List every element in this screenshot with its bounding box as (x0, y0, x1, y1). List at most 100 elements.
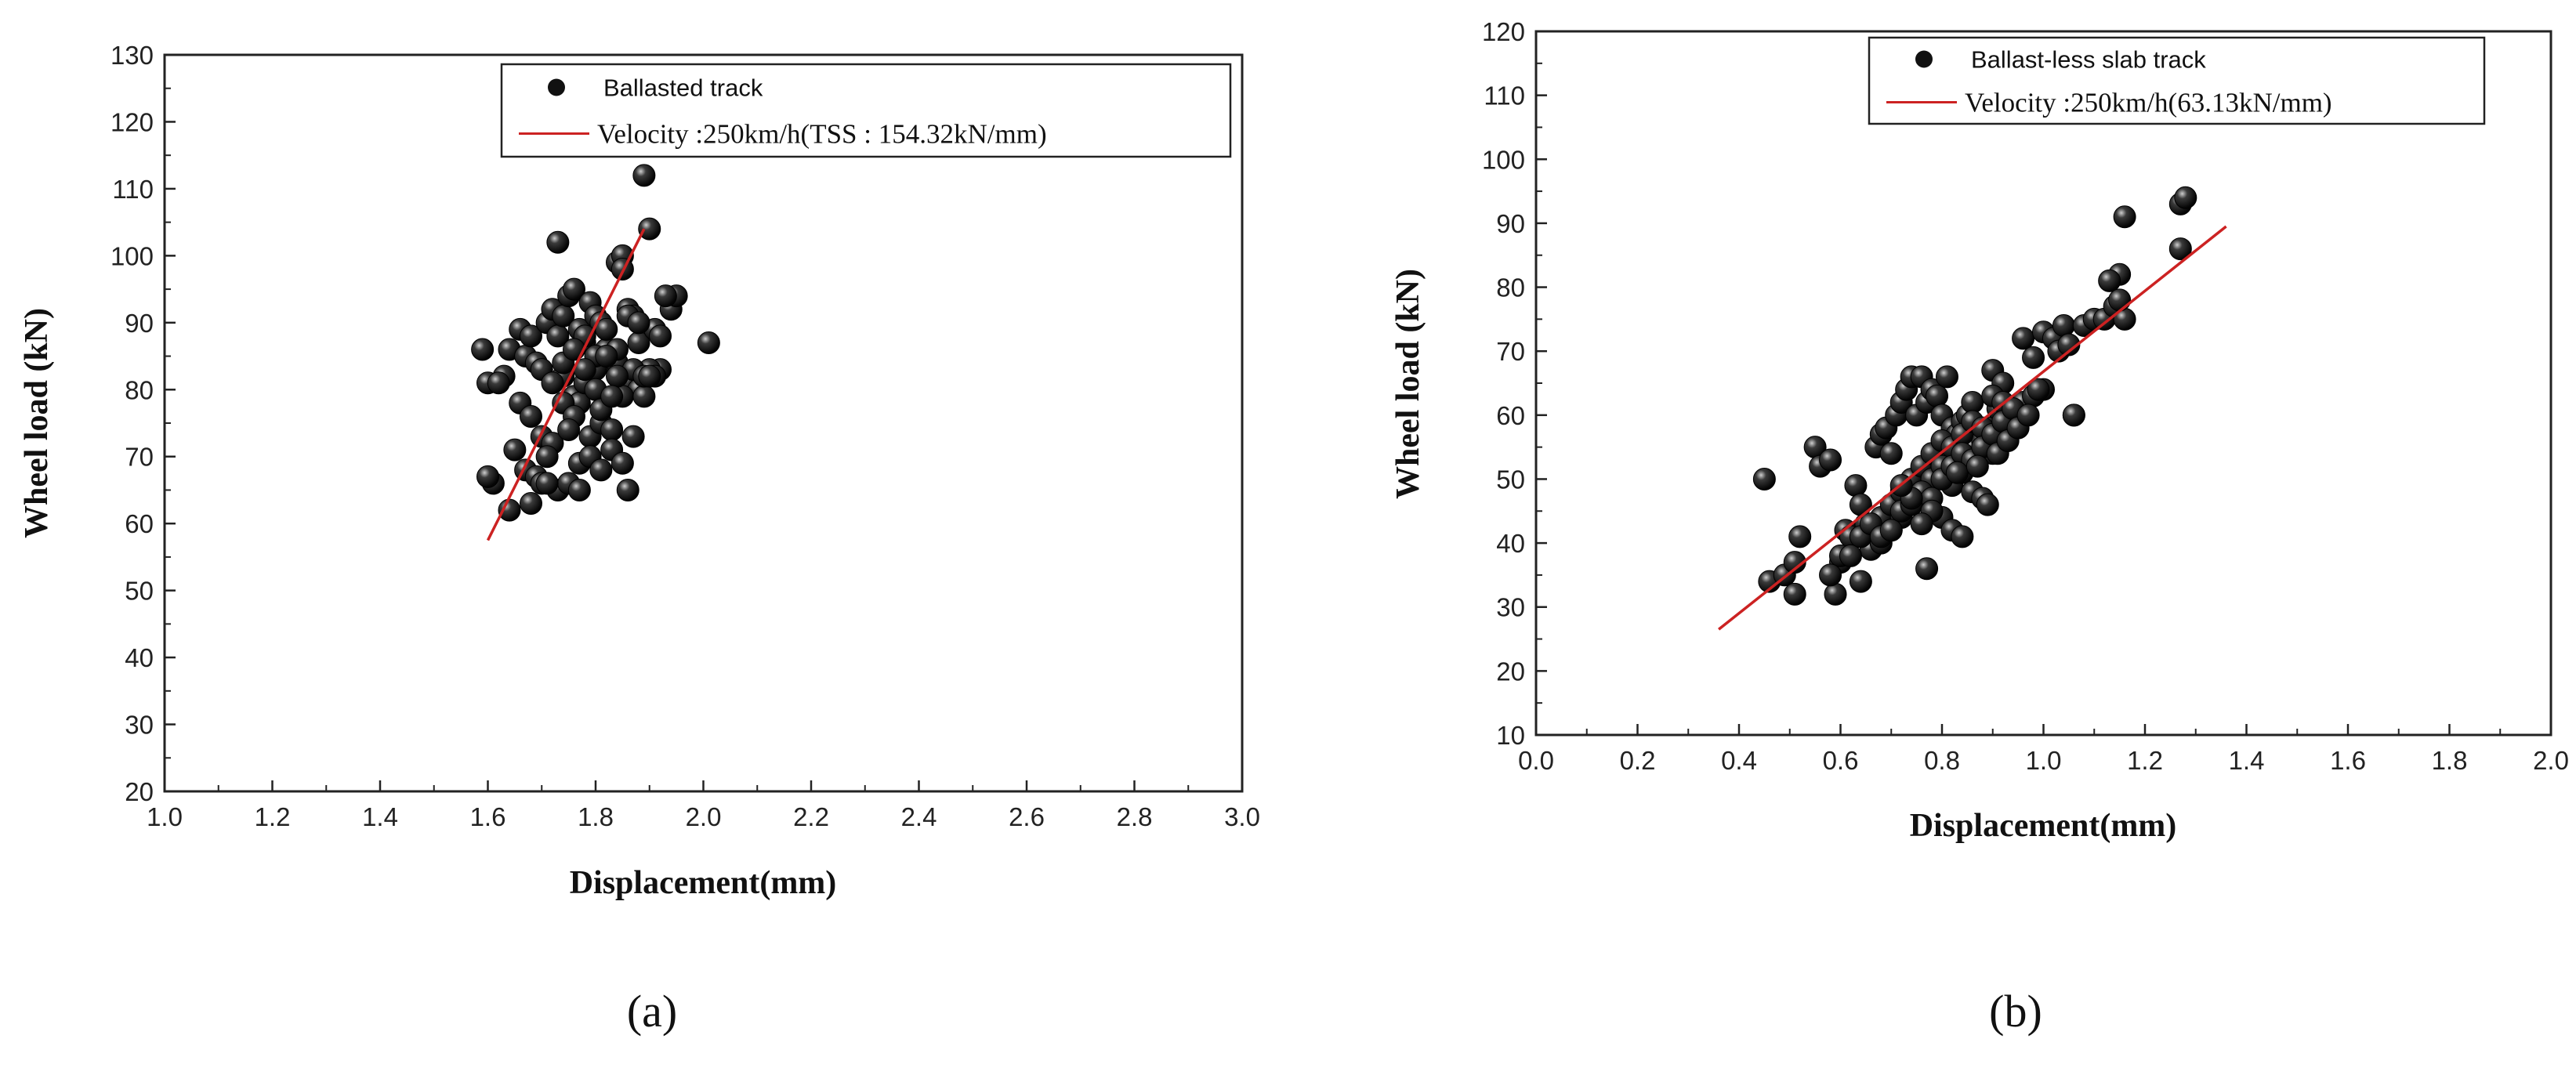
data-point (589, 458, 613, 482)
x-tick-label: 1.6 (470, 802, 506, 831)
data-point (503, 438, 527, 461)
y-axis-ticks: 20 30 40 50 60 70 80 90 100 110 120 130 (111, 41, 176, 806)
data-point (2052, 314, 2075, 338)
panel-caption: (b) (1989, 986, 2042, 1037)
y-tick-label: 40 (1496, 529, 1525, 558)
y-tick-label: 110 (112, 175, 154, 204)
y-axis-label: Wheel load (kN) (19, 308, 55, 538)
data-point (595, 317, 618, 341)
data-point (1819, 448, 1842, 472)
data-point (2016, 404, 2040, 427)
data-point (1945, 461, 1969, 484)
data-point (520, 492, 542, 516)
data-point (563, 338, 585, 361)
plot-frame (163, 53, 1244, 793)
x-tick-label: 2.8 (1117, 802, 1153, 831)
data-marks (471, 164, 720, 541)
data-point (1849, 570, 1872, 593)
data-point (557, 418, 581, 442)
data-point (600, 385, 624, 408)
data-point (567, 478, 591, 501)
chart-panel-b: 0.0 0.2 0.4 0.6 0.8 1.0 1.2 1.4 1.6 1.8 2.0 10 20 30… (1390, 17, 2569, 1037)
x-tick-label: 0.4 (1721, 746, 1757, 775)
data-point (1910, 512, 1933, 536)
panel-caption: (a) (627, 986, 677, 1037)
data-point (1783, 551, 1806, 574)
x-axis-label: Displacement(mm) (1910, 808, 2177, 844)
legend-label-line: Velocity :250km/h(63.13kN/mm) (1965, 88, 2332, 118)
data-point (1783, 582, 1806, 606)
legend-label-line: Velocity :250km/h(TSS : 154.32kN/mm) (597, 119, 1047, 150)
data-point (1976, 493, 1999, 516)
data-point (638, 364, 661, 388)
data-point (649, 324, 672, 348)
data-point (1824, 582, 1847, 606)
legend: Ballasted track Velocity :250km/h(TSS : … (500, 63, 1232, 158)
data-point (520, 324, 542, 348)
x-tick-label: 1.4 (2229, 746, 2265, 775)
x-tick-label: 2.2 (793, 802, 829, 831)
data-point (1966, 454, 1989, 478)
data-point (535, 472, 559, 495)
legend-box (1868, 36, 2486, 125)
y-axis-label: Wheel load (kN) (1390, 269, 1426, 499)
data-point (471, 338, 495, 361)
data-point (616, 478, 639, 501)
data-point (1819, 563, 1842, 587)
data-marks (1718, 186, 2227, 631)
y-tick-label: 80 (1496, 273, 1525, 302)
data-point (621, 425, 645, 448)
data-point (1752, 467, 1776, 490)
x-tick-label: 1.6 (2330, 746, 2366, 775)
data-point (632, 385, 656, 408)
data-point (1844, 474, 1868, 498)
y-tick-label: 80 (125, 375, 154, 404)
data-point (1935, 365, 1958, 389)
x-tick-label: 1.8 (2432, 746, 2468, 775)
x-tick-label: 0.8 (1924, 746, 1960, 775)
data-point (563, 277, 585, 301)
data-point (606, 364, 629, 388)
x-tick-label: 2.6 (1009, 802, 1045, 831)
y-tick-label: 120 (1482, 17, 1525, 46)
data-point (1839, 544, 1862, 567)
data-point (546, 230, 570, 254)
x-tick-label: 0.0 (1518, 746, 1554, 775)
legend-label-points: Ballast-less slab track (1971, 46, 2206, 74)
y-tick-label: 30 (125, 711, 154, 740)
x-tick-label: 0.6 (1823, 746, 1859, 775)
data-point (520, 404, 542, 428)
y-tick-label: 100 (111, 241, 154, 270)
data-point (2057, 333, 2081, 357)
y-tick-label: 100 (1482, 145, 1525, 174)
data-point (1849, 493, 1872, 516)
y-tick-label: 20 (1496, 657, 1525, 686)
data-point (2174, 186, 2197, 209)
y-tick-label: 70 (125, 443, 154, 472)
data-point (610, 451, 634, 475)
data-point (487, 371, 510, 395)
y-tick-label: 50 (1496, 465, 1525, 494)
x-axis-label: Displacement(mm) (570, 865, 837, 901)
data-point (2113, 205, 2136, 229)
legend-marker-points (548, 78, 565, 96)
y-tick-label: 70 (1496, 337, 1525, 366)
data-point (697, 331, 720, 354)
data-point (1879, 519, 1903, 542)
data-point (627, 311, 650, 335)
data-point (535, 445, 559, 469)
x-tick-label: 0.2 (1620, 746, 1656, 775)
x-tick-label: 1.0 (2026, 746, 2062, 775)
data-point (476, 465, 499, 488)
chart-panel-a: 1.0 1.2 1.4 1.6 1.8 2.0 2.2 2.4 2.6 2.8 3.0 20 30 40… (19, 41, 1260, 1037)
data-point (1879, 442, 1903, 465)
y-tick-label: 110 (1484, 81, 1525, 110)
y-tick-label: 90 (1496, 209, 1525, 238)
data-point (2168, 237, 2192, 261)
data-point (541, 371, 564, 395)
legend-box (500, 63, 1232, 158)
data-point (638, 217, 661, 241)
x-axis-ticks: 1.0 1.2 1.4 1.6 1.8 2.0 2.2 2.4 2.6 2.8 3.0 (147, 780, 1260, 831)
x-tick-label: 1.0 (147, 802, 183, 831)
legend: Ballast-less slab track Velocity :250km/… (1868, 36, 2486, 125)
